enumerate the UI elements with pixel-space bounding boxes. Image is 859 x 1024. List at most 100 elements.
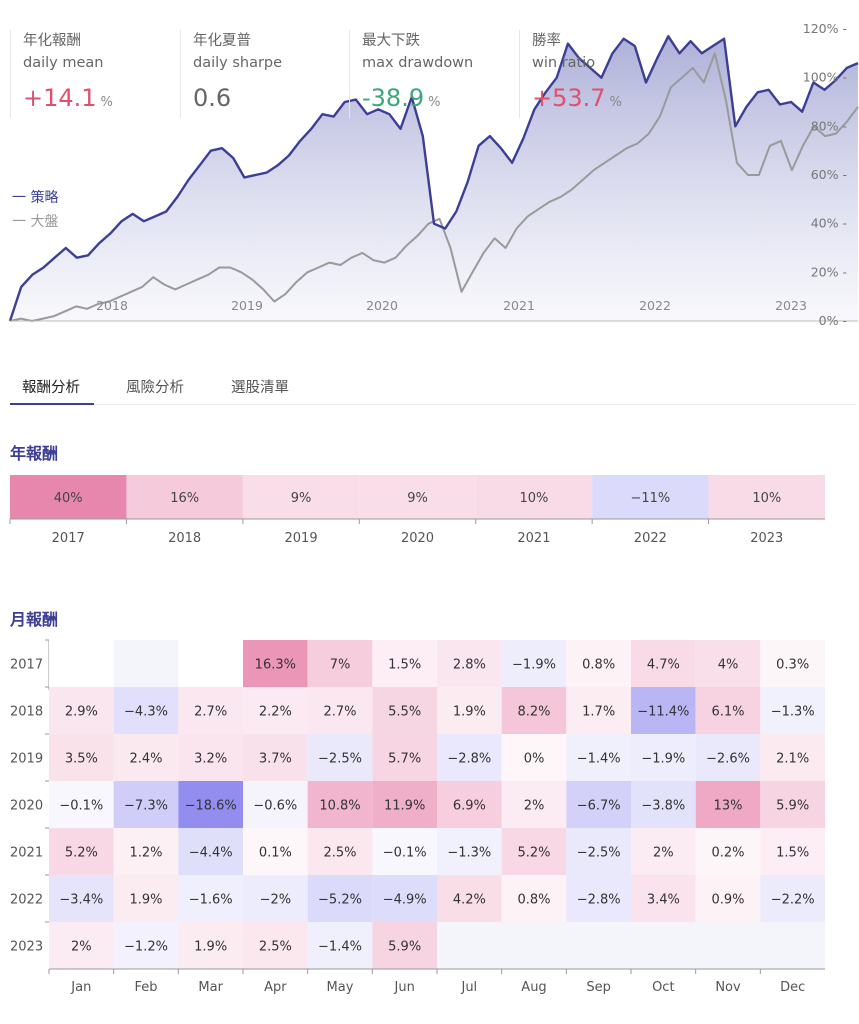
monthly-cell — [437, 922, 502, 969]
monthly-cell-label: −3.8% — [641, 799, 685, 814]
monthly-cell — [243, 640, 308, 687]
monthly-cell-label: 8.2% — [517, 705, 550, 720]
monthly-cell-label: 1.9% — [194, 940, 227, 955]
monthly-cell — [372, 687, 437, 734]
monthly-cell — [243, 781, 308, 828]
stat-unit: % — [100, 95, 113, 110]
x-tick-label: 2023 — [775, 298, 807, 313]
monthly-cell — [760, 781, 825, 828]
tab-return-analysis[interactable]: 報酬分析 — [22, 380, 80, 396]
annual-return-title: 年報酬 — [10, 444, 59, 463]
monthly-cell — [631, 734, 696, 781]
monthly-cell-label: 3.7% — [259, 752, 292, 767]
annual-cell — [126, 475, 243, 519]
monthly-cell-label: 7% — [330, 658, 351, 673]
monthly-cell — [49, 640, 114, 687]
monthly-cell-label: −4.4% — [189, 846, 233, 861]
monthly-cell-label: 1.2% — [129, 846, 162, 861]
monthly-year-label: 2021 — [10, 846, 43, 861]
monthly-cell — [760, 687, 825, 734]
stat-value: +14.1% — [23, 84, 173, 112]
monthly-cell-label: −1.4% — [577, 752, 621, 767]
monthly-cell — [501, 922, 567, 969]
monthly-cell-label: −6.7% — [577, 799, 621, 814]
legend-strategy: 一 策略 — [12, 190, 59, 206]
monthly-cell-label: 3.5% — [65, 752, 98, 767]
annual-cell-label: 10% — [519, 491, 548, 506]
annual-cell-label: 40% — [54, 491, 83, 506]
tab-stock-list[interactable]: 選股清單 — [231, 380, 289, 396]
monthly-cell — [695, 922, 761, 969]
monthly-cell-label: 3.4% — [647, 893, 680, 908]
monthly-cell-label: 6.1% — [711, 705, 744, 720]
monthly-cell-label: 13% — [714, 799, 743, 814]
monthly-cell-label: 2% — [524, 799, 545, 814]
monthly-cell — [307, 687, 373, 734]
monthly-cell — [566, 828, 631, 875]
monthly-month-label: Nov — [715, 980, 741, 995]
monthly-cell — [178, 922, 243, 969]
tab-risk-analysis[interactable]: 風險分析 — [126, 380, 184, 396]
monthly-cell — [113, 922, 179, 969]
monthly-cell — [113, 875, 179, 922]
monthly-cell — [307, 734, 373, 781]
annual-cell — [359, 475, 476, 519]
monthly-cell — [178, 734, 243, 781]
monthly-cell — [49, 734, 114, 781]
monthly-cell — [437, 734, 502, 781]
stat-label-en: daily sharpe — [193, 55, 283, 71]
annual-cell-label: 9% — [291, 491, 312, 506]
stat-unit: % — [428, 95, 441, 110]
y-tick-label: 60% - — [811, 167, 847, 182]
annual-cell — [592, 475, 709, 519]
monthly-cell — [49, 922, 114, 969]
monthly-cell-label: 5.5% — [388, 705, 421, 720]
monthly-cell-label: 5.7% — [388, 752, 421, 767]
monthly-cell-label: 4% — [718, 658, 739, 673]
strategy-line — [8, 35, 859, 322]
stat-label-en: daily mean — [23, 55, 104, 71]
monthly-cell-label: 0.2% — [711, 846, 744, 861]
monthly-cell-label: −0.1% — [383, 846, 427, 861]
monthly-cell-label: 0.9% — [711, 893, 744, 908]
monthly-cell-label: 2.7% — [194, 705, 227, 720]
monthly-cell — [695, 687, 761, 734]
monthly-cell — [631, 828, 696, 875]
x-tick-label: 2022 — [639, 298, 671, 313]
stat-label-en: max drawdown — [362, 55, 474, 71]
monthly-year-label: 2019 — [10, 752, 43, 767]
monthly-return-title: 月報酬 — [10, 610, 59, 629]
monthly-cell-label: 1.7% — [582, 705, 615, 720]
annual-year-label: 2019 — [285, 531, 318, 546]
monthly-cell — [178, 640, 243, 687]
monthly-cell-label: −3.4% — [59, 893, 103, 908]
monthly-cell — [243, 734, 308, 781]
monthly-cell — [243, 828, 308, 875]
monthly-cell-label: 2.5% — [323, 846, 356, 861]
monthly-cell-label: −1.2% — [124, 940, 168, 955]
monthly-cell — [49, 687, 114, 734]
monthly-cell — [501, 875, 567, 922]
monthly-cell-label: −0.1% — [59, 799, 103, 814]
monthly-cell — [113, 640, 179, 687]
stat-win-ratio: 勝率 win ratio +53.7% — [519, 30, 682, 118]
monthly-cell — [178, 828, 243, 875]
monthly-cell — [566, 781, 631, 828]
monthly-cell-label: 2% — [71, 940, 92, 955]
monthly-cell-label: 2.4% — [129, 752, 162, 767]
monthly-cell-label: −2% — [260, 893, 292, 908]
monthly-cell-label: −18.6% — [185, 799, 237, 814]
monthly-month-label: Jul — [460, 980, 477, 995]
monthly-year-label: 2022 — [10, 893, 43, 908]
monthly-cell-label: 11.9% — [384, 799, 425, 814]
monthly-cell-label: 5.2% — [65, 846, 98, 861]
monthly-cell-label: 0.3% — [776, 658, 809, 673]
monthly-month-label: Jan — [70, 980, 91, 995]
monthly-cell — [566, 640, 631, 687]
annual-return-heatmap: 40% 16% 9% 9% 10% −11% 10% 2017 2018 2019 2020 2021… — [9, 475, 825, 546]
monthly-cell-label: −2.6% — [706, 752, 750, 767]
monthly-cell-label: 1.9% — [453, 705, 486, 720]
monthly-cell-label: −1.3% — [447, 846, 491, 861]
monthly-cell — [307, 828, 373, 875]
monthly-cell-label: 5.9% — [776, 799, 809, 814]
